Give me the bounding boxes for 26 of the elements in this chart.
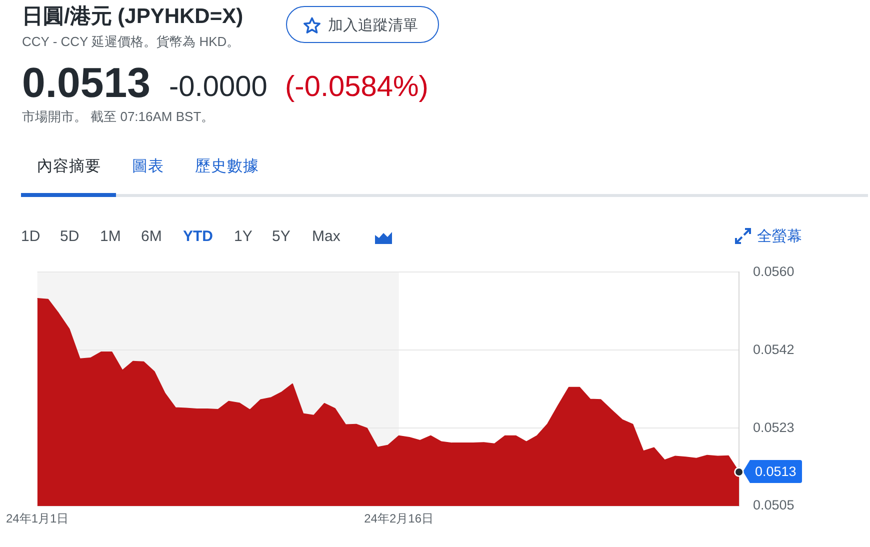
chart-subtitle: CCY - CCY 延遲價格。貨幣為 HKD。	[22, 34, 240, 48]
text: 1Y	[234, 228, 252, 244]
text: 內容摘要	[37, 158, 101, 174]
text: 歷史數據	[195, 158, 259, 174]
text: 0.0513	[22, 58, 150, 106]
x-tick-label: 24年2月16日	[364, 512, 434, 526]
text: YTD	[183, 228, 213, 244]
x-tick-label: 24年1月1日	[6, 512, 69, 526]
text: 全螢幕	[757, 228, 802, 244]
text: 市場開市。 截至 07:16AM BST。	[22, 108, 214, 124]
chart-title: 日圓/港元 (JPYHKD=X)	[22, 5, 244, 28]
text: 1D	[21, 228, 40, 244]
text: 5Y	[272, 228, 290, 244]
text: 6M	[141, 228, 162, 244]
text: 圖表	[132, 158, 164, 174]
y-tick-label: 0.0523	[753, 420, 794, 435]
text: Max	[312, 228, 340, 244]
y-tick-label: 0.0505	[753, 498, 794, 513]
text: 5D	[60, 228, 80, 244]
text: -0.0000	[169, 71, 268, 103]
text: (-0.0584%)	[285, 71, 428, 103]
y-tick-label: 0.0560	[753, 264, 794, 279]
y-tick-label: 0.0542	[753, 342, 794, 357]
data-label: 0.0513	[755, 464, 796, 480]
button: 加入追蹤清單	[286, 6, 439, 43]
text: 1M	[100, 228, 121, 244]
